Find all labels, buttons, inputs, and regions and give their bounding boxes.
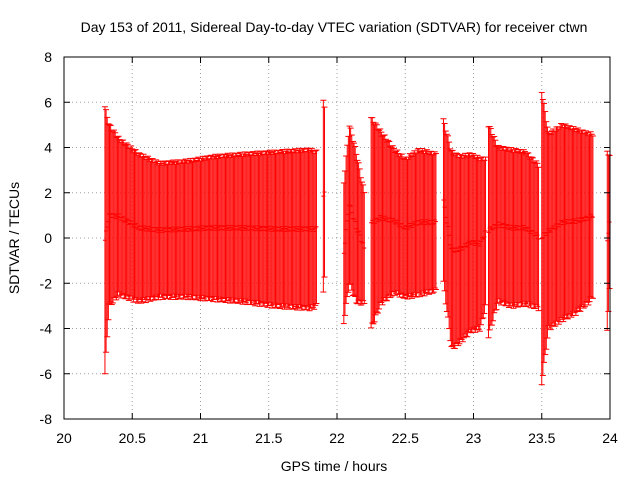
x-tick-label: 20	[56, 430, 72, 446]
y-tick-label: -8	[40, 411, 53, 427]
errorbar-segment	[604, 150, 613, 331]
y-tick-label: -4	[40, 321, 53, 337]
errorbar-segment	[368, 117, 439, 329]
x-tick-label: 21.5	[255, 430, 282, 446]
x-tick-label: 22	[329, 430, 345, 446]
errorbar-segment	[340, 125, 368, 325]
errorbar-segment	[101, 106, 320, 375]
x-axis-label: GPS time / hours	[281, 458, 388, 474]
errorbar-segment	[320, 99, 328, 293]
x-tick-label: 20.5	[119, 430, 146, 446]
y-tick-label: -2	[40, 275, 53, 291]
x-tick-label: 24	[602, 430, 618, 446]
x-tick-label: 23.5	[528, 430, 555, 446]
errorbar-segment	[485, 125, 542, 339]
y-tick-label: -6	[40, 366, 53, 382]
y-tick-label: 4	[44, 140, 52, 156]
errorbar-segment	[538, 91, 596, 386]
data-series	[101, 91, 613, 386]
x-tick-label: 23	[466, 430, 482, 446]
y-tick-label: 8	[44, 49, 52, 65]
x-tick-label: 22.5	[392, 430, 419, 446]
y-axis-label: SDTVAR / TECUs	[6, 182, 22, 294]
errorbar-segment	[440, 118, 489, 350]
x-tick-label: 21	[193, 430, 209, 446]
y-tick-label: 2	[44, 185, 52, 201]
y-tick-label: 0	[44, 230, 52, 246]
y-tick-label: 6	[44, 94, 52, 110]
chart-title: Day 153 of 2011, Sidereal Day-to-day VTE…	[81, 19, 588, 35]
